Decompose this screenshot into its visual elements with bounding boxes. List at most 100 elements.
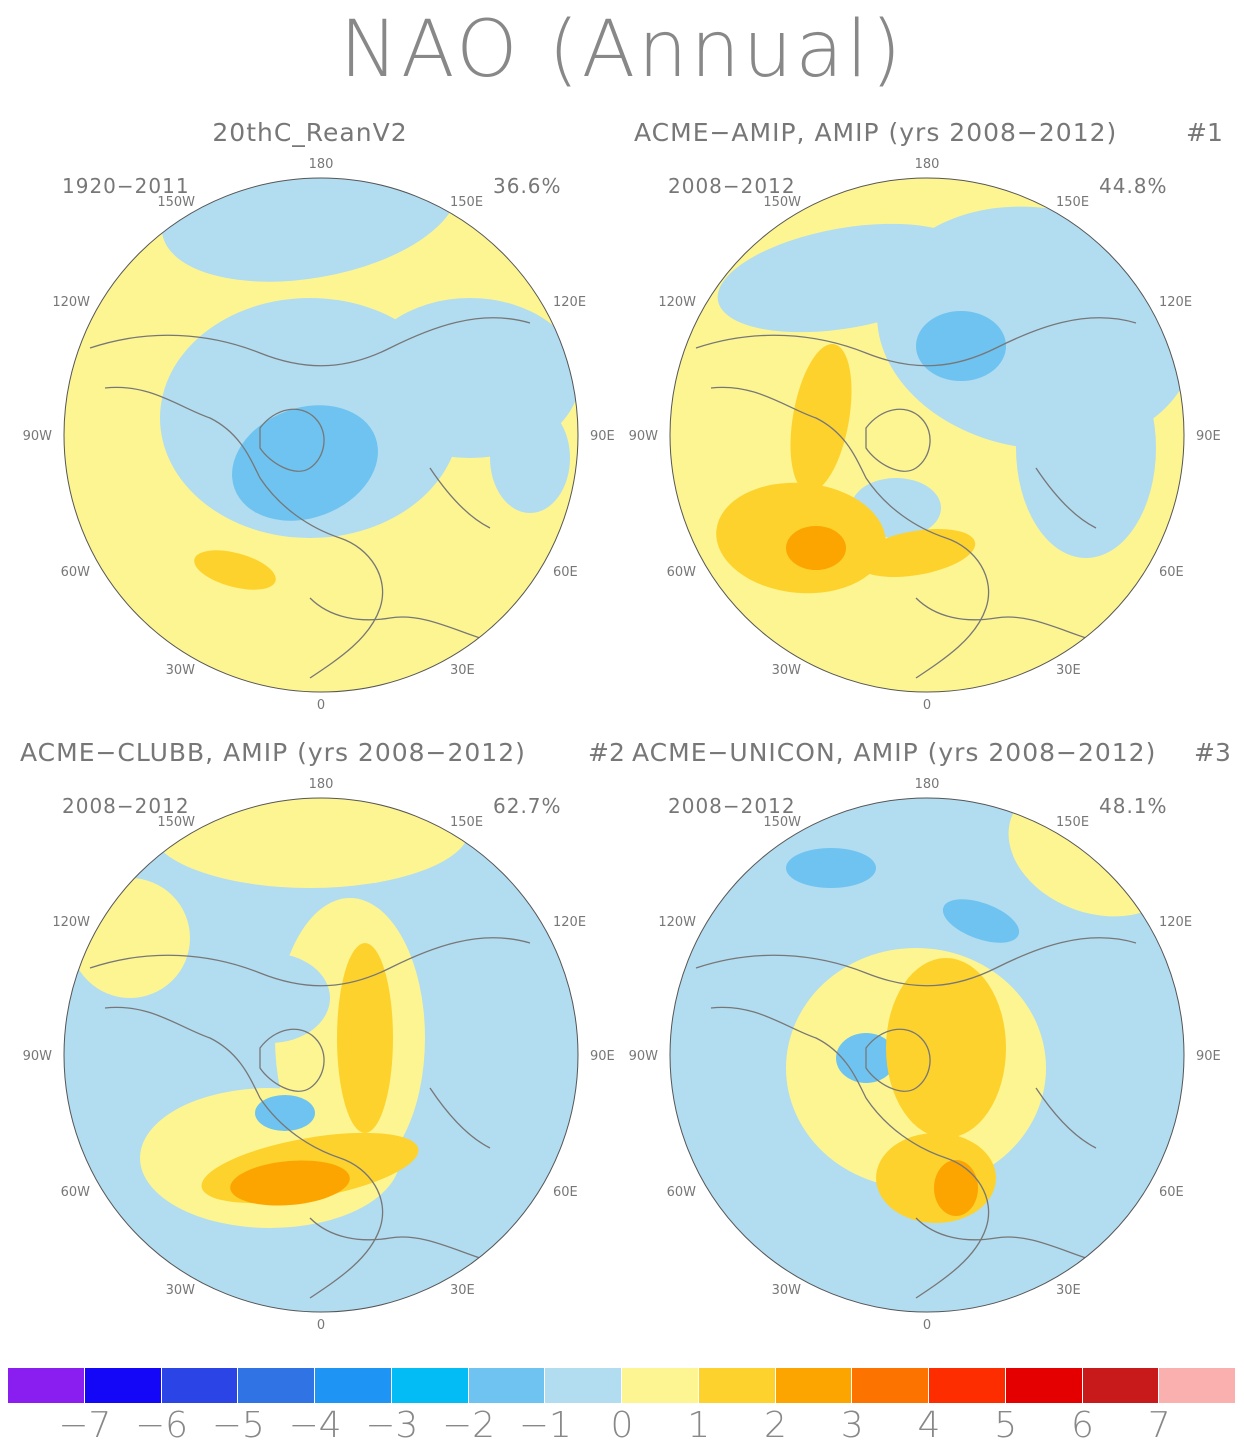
coastline — [865, 408, 931, 472]
coastline — [104, 386, 341, 539]
contour-region — [255, 1095, 315, 1131]
coastline — [1035, 467, 1097, 529]
colorbar-tick-label: 3 — [840, 1405, 864, 1446]
variance-percent: 62.7% — [493, 794, 562, 818]
colorbar-swatch — [1082, 1368, 1160, 1403]
contour-region — [856, 528, 976, 578]
longitude-label-bottom: 0 — [317, 698, 325, 713]
longitude-label-left-low: 60W — [61, 1185, 91, 1200]
field-contours — [670, 178, 1184, 692]
longitude-label-right-high: 120E — [1159, 915, 1192, 930]
longitude-label-left-mid: 90W — [23, 429, 53, 444]
period-label: 2008−2012 — [668, 174, 796, 198]
colorbar-swatch — [852, 1368, 929, 1403]
coastline — [309, 1217, 481, 1259]
panel-title: ACME−CLUBB, AMIP (yrs 2008−2012) — [20, 738, 526, 767]
longitude-label-upper-right: 150E — [1056, 195, 1089, 210]
colorbar-tick-label: 1 — [687, 1405, 711, 1446]
longitude-label-bottom: 0 — [923, 698, 931, 713]
coastline — [865, 1028, 931, 1092]
colorbar-swatch — [8, 1368, 85, 1403]
contour-region — [161, 178, 459, 282]
longitude-label-lower-right: 30E — [1056, 663, 1081, 678]
longitude-label-right-low: 60E — [1159, 565, 1184, 580]
coastline — [259, 408, 325, 472]
contour-region — [230, 1160, 350, 1206]
longitude-label-left-high: 120W — [658, 295, 696, 310]
longitude-label-lower-right: 30E — [450, 663, 475, 678]
longitude-label-bottom: 0 — [923, 1318, 931, 1333]
longitude-label-left-high: 120W — [52, 295, 90, 310]
longitude-label-upper-right: 150E — [450, 815, 483, 830]
colorbar-swatch — [468, 1368, 546, 1403]
panel-number: #1 — [1186, 118, 1223, 147]
longitude-label-lower-left: 30W — [166, 1283, 196, 1298]
polar-map: 180 0 150W 150E 120W 120E 90W 90E 60W 60E 30W 30E — [629, 157, 1221, 713]
coastline — [89, 317, 531, 367]
polar-map: 180 0 150W 150E 120W 120E 90W 90E 60W 60E 30W 30E — [629, 777, 1221, 1333]
coastline — [309, 597, 481, 639]
longitude-label-upper-left: 150W — [763, 815, 801, 830]
colorbar-tick-label: 0 — [610, 1405, 634, 1446]
colorbar-tick-label: −3 — [365, 1405, 419, 1446]
longitude-label-right-low: 60E — [553, 1185, 578, 1200]
variance-percent: 36.6% — [493, 174, 562, 198]
contour-region — [337, 943, 393, 1133]
longitude-label-upper-left: 150W — [157, 195, 195, 210]
longitude-label-right-mid: 90E — [1196, 1049, 1221, 1064]
contour-region — [916, 311, 1006, 381]
colorbar-swatch — [929, 1368, 1006, 1403]
longitude-label-lower-left: 30W — [772, 1283, 802, 1298]
longitude-label-upper-left: 150W — [157, 815, 195, 830]
longitude-label-lower-left: 30W — [166, 663, 196, 678]
variance-percent: 44.8% — [1099, 174, 1168, 198]
colorbar-tick-label: 4 — [917, 1405, 941, 1446]
contour-region — [210, 953, 330, 1043]
coastline — [915, 1157, 990, 1299]
longitude-label-left-low: 60W — [61, 565, 91, 580]
longitude-label-bottom: 0 — [317, 1318, 325, 1333]
longitude-label-right-high: 120E — [1159, 295, 1192, 310]
period-label: 1920−2011 — [62, 174, 190, 198]
coastline — [915, 1217, 1087, 1259]
colorbar-tick-label: 2 — [764, 1405, 787, 1446]
panel-title: ACME−AMIP, AMIP (yrs 2008−2012) — [634, 118, 1118, 147]
polar-map: 180 0 150W 150E 120W 120E 90W 90E 60W 60E 30W 30E — [23, 777, 615, 1333]
map-boundary — [669, 177, 1185, 693]
longitude-label-right-high: 120E — [553, 915, 586, 930]
polar-map: 180 0 150W 150E 120W 120E 90W 90E 60W 60E 30W 30E — [23, 157, 615, 713]
colorbar-tick-label: −7 — [58, 1405, 112, 1446]
longitude-label-lower-right: 30E — [450, 1283, 475, 1298]
variance-percent: 48.1% — [1099, 794, 1168, 818]
longitude-label-left-high: 120W — [658, 915, 696, 930]
map-boundary — [63, 177, 579, 693]
colorbar-tick-label: −6 — [134, 1405, 189, 1446]
contour-region — [886, 958, 1006, 1138]
contour-region — [1016, 338, 1156, 558]
longitude-label-right-mid: 90E — [590, 429, 615, 444]
coastline — [915, 597, 1087, 639]
colorbar-tick-label: 5 — [994, 1405, 1018, 1446]
colorbar-swatch — [545, 1368, 622, 1403]
contour-region — [70, 878, 190, 998]
longitude-label-lower-left: 30W — [772, 663, 802, 678]
field-contours — [670, 798, 1184, 1312]
contour-region — [786, 526, 846, 570]
colorbar-swatch — [391, 1368, 469, 1403]
colorbar-tick-label: −4 — [288, 1405, 342, 1446]
map-panel-acme-unicon: ACME−UNICON, AMIP (yrs 2008−2012) #3 200… — [616, 738, 1238, 1358]
contour-region — [150, 798, 470, 888]
longitude-label-right-high: 120E — [553, 295, 586, 310]
colorbar-labels: −7 −6 −5 −4 −3 −2 −1 0 1 2 3 4 5 6 7 — [8, 1405, 1236, 1449]
longitude-label-left-mid: 90W — [23, 1049, 53, 1064]
coastline — [309, 537, 384, 679]
coastline — [429, 1087, 491, 1149]
coastline — [429, 467, 491, 529]
map-boundary — [669, 797, 1185, 1313]
longitude-label-top: 180 — [309, 777, 334, 792]
longitude-label-right-low: 60E — [553, 565, 578, 580]
colorbar-swatch — [161, 1368, 239, 1403]
coastline — [309, 1157, 384, 1299]
map-panel-acme-clubb: ACME−CLUBB, AMIP (yrs 2008−2012) #2 2008… — [10, 738, 632, 1358]
panel-title: ACME−UNICON, AMIP (yrs 2008−2012) — [632, 738, 1157, 767]
